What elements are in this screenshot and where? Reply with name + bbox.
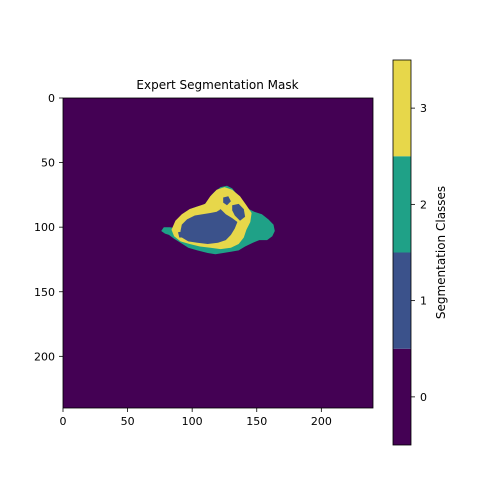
y-tick-label: 200 — [34, 350, 55, 363]
plot-area — [62, 97, 374, 409]
x-tick-label: 100 — [182, 415, 203, 428]
colorbar-label: Segmentation Classes — [434, 186, 448, 319]
y-tick-label: 50 — [41, 157, 55, 170]
plot-frame — [62, 97, 374, 409]
colorbar-swatch-1 — [393, 252, 411, 349]
mask-region-class-1 — [232, 203, 246, 221]
mask-region-class-1 — [223, 196, 231, 206]
colorbar-tick-label: 2 — [420, 198, 427, 211]
colorbar-frame — [392, 59, 412, 446]
y-axis: 0 50 100 150 200 — [34, 92, 63, 363]
x-tick-label: 200 — [311, 415, 332, 428]
mask-regions — [161, 185, 275, 255]
x-tick-label: 150 — [246, 415, 267, 428]
chart-title: Expert Segmentation Mask — [136, 78, 298, 92]
mask-region-class-3 — [209, 206, 220, 211]
y-tick-label: 0 — [48, 92, 55, 105]
colorbar-tick-label: 0 — [420, 391, 427, 404]
colorbar-tick-label: 3 — [420, 102, 427, 115]
y-tick-label: 100 — [34, 221, 55, 234]
colorbar-swatch-0 — [393, 348, 411, 445]
colorbar-swatches — [393, 60, 411, 445]
colorbar: 0 1 2 3 Segmentation Classes — [392, 59, 448, 446]
x-axis: 0 50 100 150 200 — [60, 408, 332, 428]
colorbar-tick-label: 1 — [420, 295, 427, 308]
x-tick-label: 0 — [60, 415, 67, 428]
colorbar-swatch-2 — [393, 156, 411, 253]
mask-region-class-1 — [178, 231, 186, 238]
x-tick-label: 50 — [121, 415, 135, 428]
colorbar-ticks: 0 1 2 3 — [411, 102, 427, 404]
mask-region-class-1 — [180, 209, 238, 244]
y-tick-label: 150 — [34, 286, 55, 299]
colorbar-swatch-3 — [393, 60, 411, 157]
